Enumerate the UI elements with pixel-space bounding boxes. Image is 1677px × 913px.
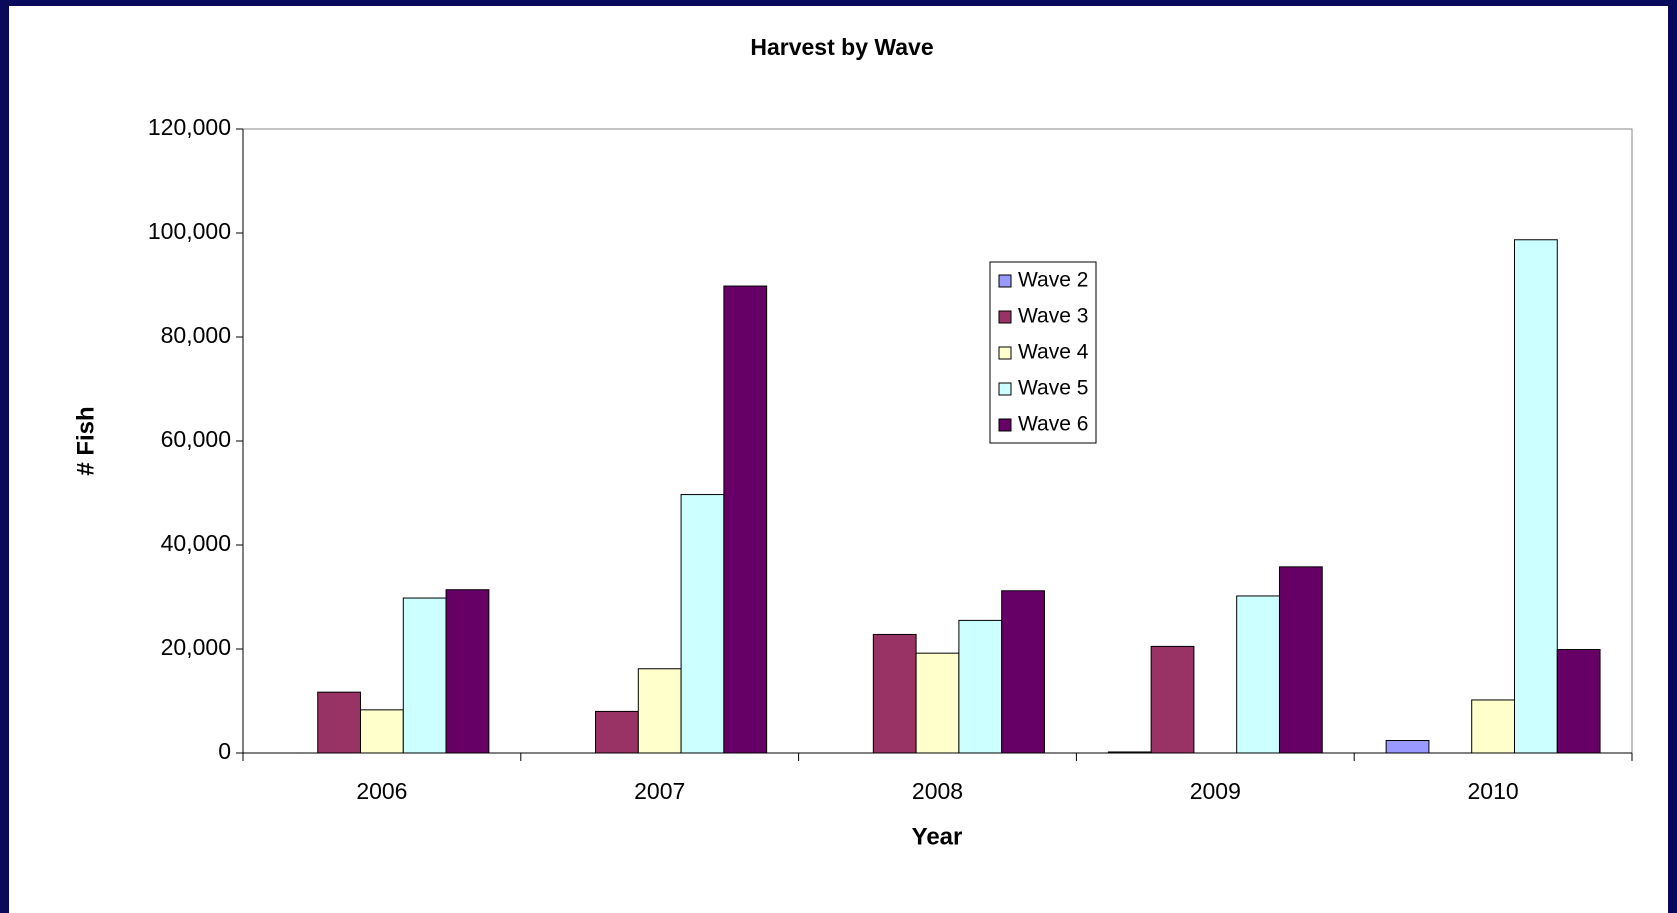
bar [915,652,960,754]
bar [637,668,682,754]
legend-label: Wave 4 [1018,341,1089,364]
bar [958,619,1003,754]
legend-label: Wave 3 [1018,305,1088,328]
x-tick-label: 2010 [1468,778,1519,804]
bar [1236,595,1280,754]
chart-panel [9,6,1668,913]
chart-title: Harvest by Wave [750,34,933,60]
legend-swatch [998,310,1012,324]
legend-swatch [998,382,1012,396]
bar [317,691,362,754]
legend-label: Wave 5 [1018,377,1088,400]
bar [1001,590,1045,754]
legend-swatch [998,346,1012,360]
y-tick-label: 40,000 [161,530,231,556]
bar [1278,566,1323,754]
bar [445,589,490,754]
x-tick-label: 2007 [634,778,685,804]
bar [402,597,447,754]
bar [1107,751,1152,754]
x-tick-label: 2009 [1190,778,1241,804]
y-axis-title: # Fish [72,406,99,475]
y-tick-label: 100,000 [148,218,231,244]
y-tick-label: 0 [218,738,231,764]
y-tick-label: 80,000 [161,322,231,348]
y-tick-label: 120,000 [148,114,231,140]
bar [1385,740,1430,754]
bar [360,709,404,754]
legend-label: Wave 6 [1018,413,1088,436]
bar [1513,239,1558,754]
x-tick-label: 2006 [356,778,407,804]
legend-label: Wave 2 [1018,269,1088,292]
x-tick-label: 2008 [912,778,963,804]
bar [1150,645,1195,754]
legend-swatch [998,418,1012,432]
legend-swatch [998,274,1012,288]
bar [723,285,768,754]
bar [872,633,917,754]
y-tick-label: 60,000 [161,426,231,452]
bar [595,710,639,754]
y-tick-label: 20,000 [161,634,231,660]
bar [1556,649,1601,754]
x-axis-title: Year [912,823,963,850]
bar [1471,699,1515,754]
bar [680,494,725,754]
